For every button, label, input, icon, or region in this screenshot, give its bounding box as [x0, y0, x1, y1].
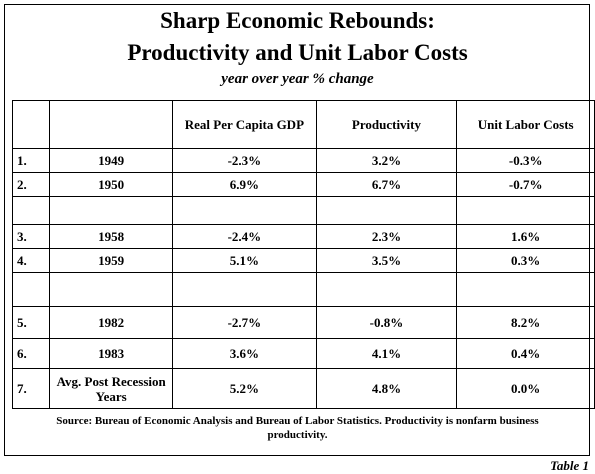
spacer-cell	[172, 196, 317, 225]
data-table: Real Per Capita GDP Productivity Unit Labo…	[11, 100, 595, 409]
value-cell: 0.3%	[456, 248, 595, 273]
row-number: 4.	[11, 248, 51, 273]
table-row: 2. 1950 6.9% 6.7% -0.7%	[11, 172, 595, 197]
value-cell: 3.5%	[315, 248, 458, 273]
table-row: Real Per Capita GDP Productivity Unit Labo…	[11, 100, 595, 149]
value-cell: -0.7%	[456, 172, 595, 197]
column-header: Productivity	[315, 100, 458, 149]
value-cell: -2.4%	[172, 224, 317, 249]
header-cell	[49, 100, 174, 149]
spacer-cell	[315, 272, 458, 307]
row-number: 7.	[11, 368, 51, 409]
spacer-cell	[456, 272, 595, 307]
row-label: 1949	[49, 148, 174, 173]
table-row: 6. 1983 3.6% 4.1% 0.4%	[11, 338, 595, 369]
spacer-cell	[456, 196, 595, 225]
column-header: Unit Labor Costs	[456, 100, 595, 149]
table-row: 4. 1959 5.1% 3.5% 0.3%	[11, 248, 595, 273]
row-label: 1983	[49, 338, 174, 369]
table-row: 5. 1982 -2.7% -0.8% 8.2%	[11, 306, 595, 339]
value-cell: 4.1%	[315, 338, 458, 369]
spacer-cell	[49, 196, 174, 225]
subtitle: year over year % change	[221, 71, 374, 87]
row-number: 1.	[11, 148, 51, 173]
value-cell: 3.6%	[172, 338, 317, 369]
table-row: 3. 1958 -2.4% 2.3% 1.6%	[11, 224, 595, 249]
value-cell: 2.3%	[315, 224, 458, 249]
value-cell: 3.2%	[315, 148, 458, 173]
source-note: Source: Bureau of Economic Analysis and …	[56, 415, 539, 441]
value-cell: -0.8%	[315, 306, 458, 339]
table-label: Table 1	[550, 458, 589, 473]
row-number: 5.	[11, 306, 51, 339]
table-row	[11, 196, 595, 225]
row-number: 2.	[11, 172, 51, 197]
value-cell: 0.4%	[456, 338, 595, 369]
row-label: 1958	[49, 224, 174, 249]
value-cell: -0.3%	[456, 148, 595, 173]
value-cell: 5.2%	[172, 368, 317, 409]
value-cell: 8.2%	[456, 306, 595, 339]
value-cell: 6.7%	[315, 172, 458, 197]
value-cell: 1.6%	[456, 224, 595, 249]
spacer-cell	[315, 196, 458, 225]
spacer-cell	[11, 196, 51, 225]
row-label: 1959	[49, 248, 174, 273]
title: Productivity and Unit Labor Costs	[127, 40, 468, 65]
row-label: 1982	[49, 306, 174, 339]
row-label: Avg. Post Recession Years	[49, 368, 174, 409]
row-label: 1950	[49, 172, 174, 197]
value-cell: 5.1%	[172, 248, 317, 273]
table-row: 1. 1949 -2.3% 3.2% -0.3%	[11, 148, 595, 173]
row-number: 6.	[11, 338, 51, 369]
table-row	[11, 272, 595, 307]
spacer-cell	[11, 272, 51, 307]
spacer-cell	[172, 272, 317, 307]
value-cell: 6.9%	[172, 172, 317, 197]
title: Sharp Economic Rebounds:	[160, 8, 435, 33]
header-cell	[11, 100, 51, 149]
row-number: 3.	[11, 224, 51, 249]
value-cell: 4.8%	[315, 368, 458, 409]
table-row: 7. Avg. Post Recession Years 5.2% 4.8% 0.0%	[11, 368, 595, 409]
value-cell: 0.0%	[456, 368, 595, 409]
column-header: Real Per Capita GDP	[172, 100, 317, 149]
spacer-cell	[49, 272, 174, 307]
value-cell: -2.3%	[172, 148, 317, 173]
value-cell: -2.7%	[172, 306, 317, 339]
